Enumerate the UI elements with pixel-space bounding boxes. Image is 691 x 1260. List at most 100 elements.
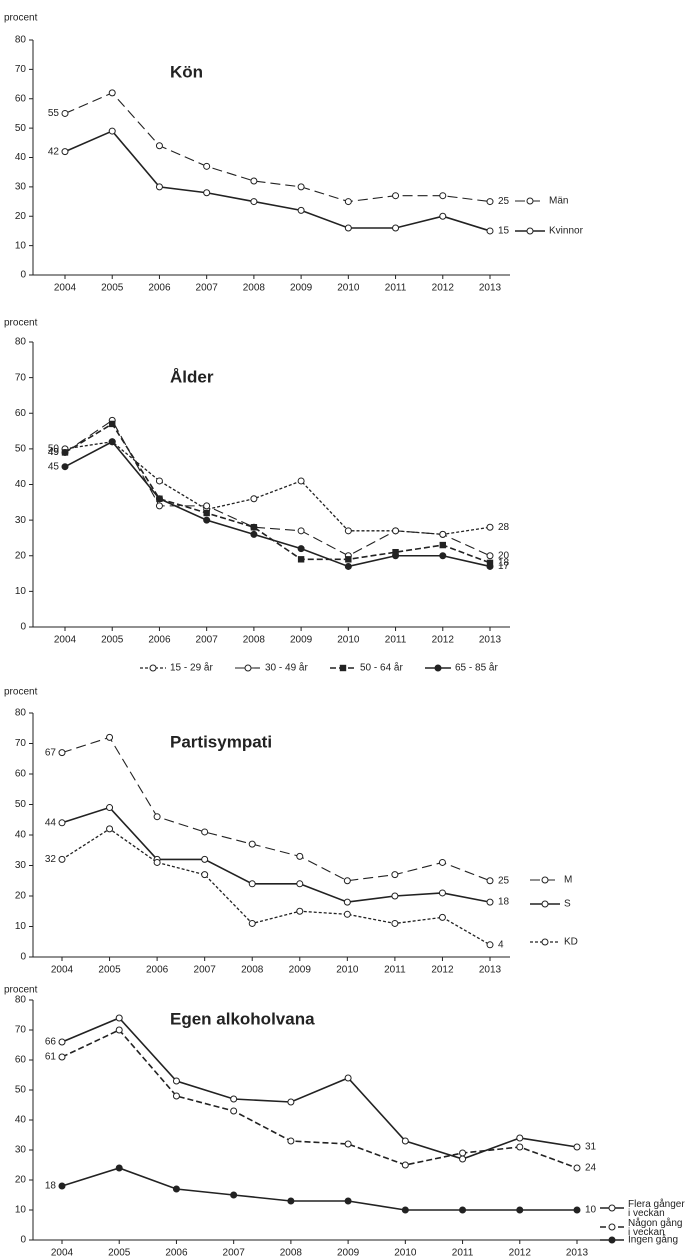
- y-tick-label: 30: [15, 182, 27, 193]
- marker: [149, 664, 157, 672]
- y-axis-label: procent: [4, 687, 38, 698]
- marker: [244, 664, 252, 672]
- data-label: 61: [45, 1052, 57, 1063]
- marker: [287, 1197, 295, 1205]
- chart-title: Partisympati: [170, 732, 272, 751]
- marker: [343, 910, 351, 918]
- marker: [526, 197, 534, 205]
- marker: [58, 1053, 66, 1061]
- x-tick-label: 2012: [431, 965, 454, 976]
- legend-line: Någon gång: [628, 1217, 683, 1229]
- x-tick-label: 2006: [165, 1248, 188, 1259]
- x-tick-label: 2011: [385, 635, 407, 646]
- marker: [344, 1074, 352, 1082]
- y-tick-label: 60: [15, 769, 27, 780]
- marker: [297, 477, 305, 485]
- marker: [250, 495, 258, 503]
- y-tick-label: 30: [15, 515, 27, 526]
- marker: [230, 1107, 238, 1115]
- y-tick-label: 80: [15, 35, 27, 46]
- series-line: [61, 1029, 578, 1169]
- y-tick-label: 40: [15, 830, 27, 841]
- marker: [344, 1197, 352, 1205]
- legend-label: Någon gång i veckan: [628, 1217, 683, 1238]
- x-tick-label: 2008: [280, 1248, 303, 1259]
- legend-label: 50 - 64 år: [360, 662, 403, 674]
- marker: [486, 559, 494, 567]
- data-label: 42: [48, 146, 60, 157]
- x-tick-label: 2013: [479, 635, 502, 646]
- y-tick-label: 30: [15, 1145, 27, 1156]
- legend-label: Ingen gång: [628, 1234, 678, 1246]
- marker: [58, 819, 66, 827]
- chart-title: Egen alkoholvana: [170, 1009, 315, 1028]
- marker: [250, 198, 258, 206]
- data-label: 49: [48, 447, 60, 458]
- y-tick-label: 10: [15, 921, 27, 932]
- y-tick-label: 50: [15, 123, 27, 134]
- marker: [297, 556, 305, 563]
- data-label: 50: [48, 444, 60, 455]
- marker: [573, 1164, 581, 1172]
- marker: [391, 892, 399, 900]
- marker: [203, 516, 211, 524]
- chart-title: Ålder: [170, 367, 214, 386]
- marker: [61, 148, 69, 156]
- legend-label: Män: [549, 196, 568, 207]
- marker: [486, 898, 494, 906]
- marker: [296, 880, 304, 888]
- marker: [287, 1098, 295, 1106]
- marker: [115, 1026, 123, 1034]
- marker: [297, 183, 305, 191]
- x-tick-label: 2006: [148, 283, 171, 294]
- data-label: 4: [498, 939, 504, 950]
- x-tick-label: 2009: [337, 1248, 360, 1259]
- y-tick-label: 30: [15, 860, 27, 871]
- x-tick-label: 2005: [108, 1248, 131, 1259]
- data-label: 18: [45, 1181, 57, 1192]
- marker: [172, 1077, 180, 1085]
- y-tick-label: 70: [15, 372, 27, 383]
- marker: [155, 477, 163, 485]
- y-tick-label: 10: [15, 1205, 27, 1216]
- marker: [250, 177, 258, 185]
- y-tick-label: 70: [15, 1025, 27, 1036]
- marker: [58, 1038, 66, 1046]
- y-tick-label: 0: [20, 270, 26, 281]
- x-tick-label: 2004: [51, 1248, 74, 1259]
- y-tick-label: 20: [15, 891, 27, 902]
- y-tick-label: 0: [20, 1235, 26, 1246]
- legend-label: 30 - 49 år: [265, 662, 308, 674]
- data-label: 20: [498, 550, 510, 561]
- marker: [516, 1143, 524, 1151]
- marker: [392, 192, 400, 200]
- x-tick-label: 2007: [196, 283, 219, 294]
- series-line: [64, 422, 491, 564]
- marker: [203, 509, 210, 517]
- y-tick-label: 20: [15, 1175, 27, 1186]
- marker: [343, 898, 351, 906]
- marker: [541, 900, 549, 908]
- data-label: 17: [498, 561, 510, 572]
- marker: [459, 1155, 467, 1163]
- marker: [106, 733, 114, 741]
- data-label: 66: [45, 1037, 57, 1048]
- data-label: 24: [585, 1163, 597, 1174]
- x-tick-label: 2010: [337, 635, 360, 646]
- marker: [344, 1140, 352, 1148]
- marker: [438, 858, 446, 866]
- marker: [61, 449, 69, 456]
- x-tick-label: 2005: [98, 965, 121, 976]
- x-tick-label: 2005: [101, 635, 124, 646]
- x-tick-label: 2011: [385, 283, 407, 294]
- data-label: 49: [48, 447, 60, 458]
- series-line: [64, 130, 491, 232]
- marker: [439, 212, 447, 220]
- marker: [608, 1204, 616, 1212]
- x-tick-label: 2006: [148, 635, 171, 646]
- marker: [401, 1161, 409, 1169]
- marker: [297, 545, 305, 553]
- x-tick-label: 2010: [337, 283, 360, 294]
- marker: [526, 227, 534, 235]
- marker: [486, 877, 494, 885]
